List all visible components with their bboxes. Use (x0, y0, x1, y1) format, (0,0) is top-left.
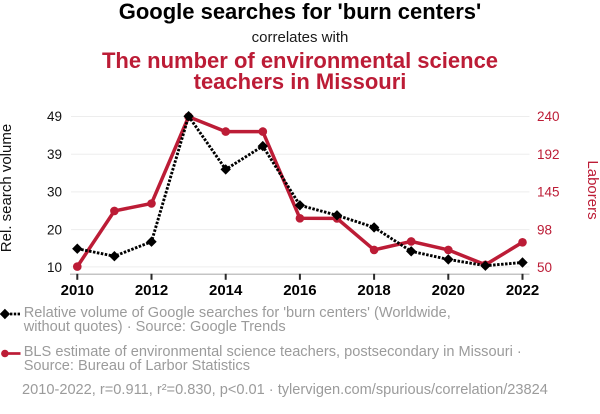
svg-text:30: 30 (47, 185, 62, 200)
svg-text:2012: 2012 (135, 282, 168, 299)
svg-text:Rel. search volume: Rel. search volume (0, 124, 15, 252)
svg-text:2018: 2018 (357, 282, 390, 299)
svg-text:98: 98 (537, 222, 552, 237)
svg-text:2010: 2010 (61, 282, 94, 299)
svg-text:39: 39 (47, 147, 62, 162)
svg-text:50: 50 (537, 260, 552, 275)
svg-text:10: 10 (47, 260, 62, 275)
svg-text:Laborers: Laborers (584, 160, 600, 219)
svg-text:49: 49 (47, 109, 62, 124)
svg-text:20: 20 (47, 222, 62, 237)
svg-text:2022: 2022 (506, 282, 539, 299)
svg-text:2016: 2016 (283, 282, 316, 299)
svg-text:2020: 2020 (432, 282, 465, 299)
svg-text:192: 192 (537, 147, 560, 162)
svg-text:2014: 2014 (209, 282, 243, 299)
svg-text:240: 240 (537, 109, 560, 124)
svg-text:145: 145 (537, 185, 560, 200)
